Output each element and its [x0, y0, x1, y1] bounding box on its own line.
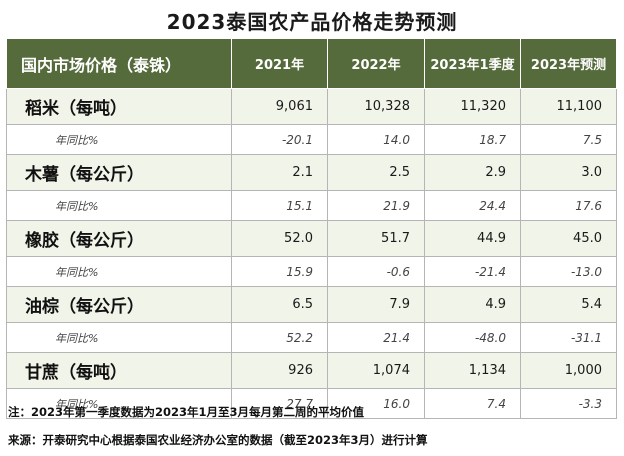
- table-row-sugarcane-yoy: 年同比% 27.7 16.0 7.4 -3.3: [6, 388, 617, 419]
- yoy-2021: 52.2: [231, 322, 328, 353]
- commodity-name: 甘蔗（每吨）: [6, 352, 232, 389]
- yoy-2023-forecast: 7.5: [520, 124, 617, 155]
- value-2022: 1,074: [327, 352, 425, 389]
- page-title: 2023泰国农产品价格走势预测: [166, 10, 458, 34]
- commodity-name: 油棕（每公斤）: [6, 286, 232, 323]
- header-market-price: 国内市场价格（泰铢）: [6, 38, 232, 89]
- value-2023-q1: 2.9: [424, 154, 521, 191]
- yoy-2021: -20.1: [231, 124, 328, 155]
- value-2021: 2.1: [231, 154, 328, 191]
- footnote: 注：2023年第一季度数据为2023年1月至3月每月第二周的平均价值: [8, 405, 365, 419]
- value-2021: 52.0: [231, 220, 328, 257]
- commodity-name: 稻米（每吨）: [6, 88, 232, 125]
- value-2021: 9,061: [231, 88, 328, 125]
- table-row-rice: 稻米（每吨） 9,061 10,328 11,320 11,100: [6, 88, 617, 125]
- source-note: 来源：开泰研究中心根据泰国农业经济办公室的数据（截至2023年3月）进行计算: [8, 433, 428, 447]
- value-2023-q1: 4.9: [424, 286, 521, 323]
- yoy-2022: 14.0: [327, 124, 425, 155]
- value-2021: 6.5: [231, 286, 328, 323]
- yoy-2023-q1: 7.4: [424, 388, 521, 419]
- yoy-label: 年同比%: [6, 322, 232, 353]
- header-2021: 2021年: [231, 38, 328, 89]
- value-2023-forecast: 1,000: [520, 352, 617, 389]
- commodity-name: 橡胶（每公斤）: [6, 220, 232, 257]
- yoy-label: 年同比%: [6, 256, 232, 287]
- value-2022: 7.9: [327, 286, 425, 323]
- value-2023-forecast: 5.4: [520, 286, 617, 323]
- commodity-name: 木薯（每公斤）: [6, 154, 232, 191]
- yoy-2022: 16.0: [327, 388, 425, 419]
- yoy-2021: 15.1: [231, 190, 328, 221]
- header-2022: 2022年: [327, 38, 425, 89]
- yoy-label: 年同比%: [6, 388, 232, 419]
- table-row-rubber-yoy: 年同比% 15.9 -0.6 -21.4 -13.0: [6, 256, 617, 287]
- value-2021: 926: [231, 352, 328, 389]
- yoy-2023-forecast: -13.0: [520, 256, 617, 287]
- table-row-oil-palm-yoy: 年同比% 52.2 21.4 -48.0 -31.1: [6, 322, 617, 353]
- value-2023-q1: 11,320: [424, 88, 521, 125]
- yoy-2022: 21.9: [327, 190, 425, 221]
- table-header-row: 国内市场价格（泰铢） 2021年 2022年 2023年1季度 2023年预测: [6, 38, 617, 89]
- value-2023-q1: 44.9: [424, 220, 521, 257]
- table-row-cassava-yoy: 年同比% 15.1 21.9 24.4 17.6: [6, 190, 617, 221]
- value-2023-forecast: 45.0: [520, 220, 617, 257]
- table-row-rubber: 橡胶（每公斤） 52.0 51.7 44.9 45.0: [6, 220, 617, 257]
- yoy-2022: -0.6: [327, 256, 425, 287]
- yoy-2023-q1: 18.7: [424, 124, 521, 155]
- value-2023-q1: 1,134: [424, 352, 521, 389]
- yoy-2022: 21.4: [327, 322, 425, 353]
- header-2023-q1: 2023年1季度: [424, 38, 521, 89]
- value-2023-forecast: 3.0: [520, 154, 617, 191]
- table-row-oil-palm: 油棕（每公斤） 6.5 7.9 4.9 5.4: [6, 286, 617, 323]
- yoy-2023-forecast: -3.3: [520, 388, 617, 419]
- yoy-label: 年同比%: [6, 124, 232, 155]
- price-table: 国内市场价格（泰铢） 2021年 2022年 2023年1季度 2023年预测 …: [6, 38, 617, 419]
- yoy-label: 年同比%: [6, 190, 232, 221]
- yoy-2023-q1: -48.0: [424, 322, 521, 353]
- table-row-rice-yoy: 年同比% -20.1 14.0 18.7 7.5: [6, 124, 617, 155]
- table-row-cassava: 木薯（每公斤） 2.1 2.5 2.9 3.0: [6, 154, 617, 191]
- value-2022: 2.5: [327, 154, 425, 191]
- table-row-sugarcane: 甘蔗（每吨） 926 1,074 1,134 1,000: [6, 352, 617, 389]
- value-2023-forecast: 11,100: [520, 88, 617, 125]
- yoy-2021: 15.9: [231, 256, 328, 287]
- yoy-2023-q1: 24.4: [424, 190, 521, 221]
- yoy-2023-forecast: 17.6: [520, 190, 617, 221]
- value-2022: 10,328: [327, 88, 425, 125]
- value-2022: 51.7: [327, 220, 425, 257]
- header-2023-forecast: 2023年预测: [520, 38, 617, 89]
- yoy-2023-q1: -21.4: [424, 256, 521, 287]
- yoy-2023-forecast: -31.1: [520, 322, 617, 353]
